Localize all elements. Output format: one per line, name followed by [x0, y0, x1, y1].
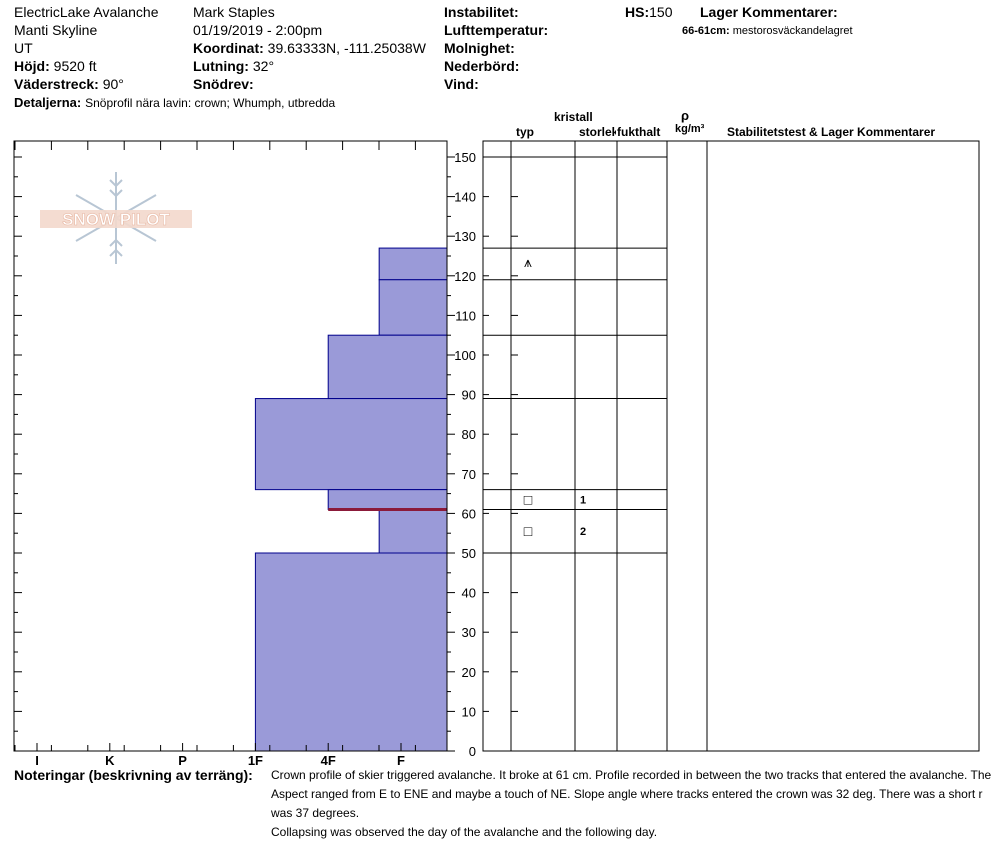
y-tick-label: 20: [462, 665, 476, 680]
hardness-plot: I K P 1F 4F F: [13, 140, 448, 768]
details: Detaljerna: Snöprofil nära lavin: crown;…: [14, 94, 335, 112]
x-tick-label: K: [105, 753, 115, 768]
precip-label: Nederbörd:: [444, 58, 520, 74]
y-tick-label: 40: [462, 586, 476, 601]
location-state: UT: [14, 40, 33, 56]
layer-table: ⩚ □ □ 1 2: [482, 140, 980, 752]
details-label: Detaljerna:: [14, 95, 82, 110]
notes-line-4: Collapsing was observed the day of the a…: [271, 825, 658, 839]
hardness-bar-4: [254, 398, 448, 491]
logo-text: SNOW PILOT: [62, 210, 170, 229]
rho-header: ρ: [681, 108, 690, 123]
x-tick-label: I: [35, 753, 39, 768]
notes-text: Crown profile of skier triggered avalanc…: [271, 766, 993, 842]
layer-comments-title: Lager Kommentarer:: [700, 4, 838, 20]
crystal-header: kristall: [554, 110, 593, 124]
wind-label: Vind:: [444, 76, 479, 92]
y-tick-label: 120: [454, 269, 476, 284]
hs: HS:150: [625, 4, 672, 21]
aspect-label: Väderstreck:: [14, 76, 99, 92]
plot-frame: [13, 140, 448, 752]
coordinates-label: Koordinat:: [193, 40, 264, 56]
hardness-bar-1: [378, 247, 448, 281]
snowpilot-logo: SNOW PILOT: [38, 170, 196, 270]
hardness-bar-7: [254, 552, 448, 752]
hardness-bar-5: [327, 489, 448, 510]
air-temp-label: Lufttemperatur:: [444, 22, 549, 38]
depth-axis: 0 10 20 30 40 50 60 70 80 90 100 110 120 130 140 150: [14, 150, 476, 759]
observer-name: Mark Staples: [193, 4, 275, 20]
elevation-value: 9520 ft: [53, 58, 97, 74]
y-tick-label: 80: [462, 427, 476, 442]
y-tick-label: 70: [462, 467, 476, 482]
layer-comment: 66-61cm: mestorosväckandelagret: [682, 23, 853, 40]
details-value: Snöprofil nära lavin: crown; Whumph, utb…: [85, 96, 336, 110]
location-range: Manti Skyline: [14, 22, 98, 38]
y-tick-label: 100: [454, 348, 476, 363]
x-tick-label: 4F: [321, 753, 336, 768]
density-unit-header: kg/m³: [675, 123, 705, 135]
hs-value: 150: [649, 4, 673, 20]
notes-line-1: Crown profile of skier triggered avalanc…: [271, 768, 992, 782]
drift-label: Snödrev:: [193, 76, 254, 92]
notes-label: Noteringar (beskrivning av terräng):: [14, 767, 253, 783]
crystal-size-label: 1: [580, 495, 586, 507]
y-tick-label: 150: [454, 150, 476, 165]
x-tick-label: 1F: [248, 753, 263, 768]
observation-datetime: 01/19/2019 - 2:00pm: [193, 22, 323, 38]
size-header: storlek: [579, 125, 616, 139]
slope: Lutning: 32°: [193, 58, 274, 75]
aspect-value: 90°: [102, 76, 124, 92]
clouds-label: Molnighet:: [444, 40, 515, 56]
crystal-symbol: □: [524, 492, 533, 508]
notes-line-3: was 37 degrees.: [271, 806, 360, 820]
y-tick-label: 60: [462, 506, 476, 521]
instability-label: Instabilitet:: [444, 4, 519, 20]
hardness-bar-6: [378, 508, 448, 554]
moisture-header: fukthalt: [617, 125, 661, 139]
type-header: typ: [516, 125, 534, 139]
snowflake-icon: SNOW PILOT: [40, 172, 192, 264]
y-tick-label: 90: [462, 388, 476, 403]
coordinates-value: 39.63333N, -111.25038W: [267, 40, 426, 56]
hardness-bar-2: [378, 279, 448, 336]
elevation-label: Höjd:: [14, 58, 50, 74]
stability-header: Stabilitetstest & Lager Kommentarer: [727, 125, 936, 139]
coordinates: Koordinat: 39.63333N, -111.25038W: [193, 40, 426, 57]
y-tick-label: 0: [469, 744, 476, 759]
y-tick-label: 140: [454, 190, 476, 205]
layer-comment-text: mestorosväckandelagret: [732, 25, 853, 37]
crystal-size-label: 2: [580, 526, 586, 538]
x-tick-label: P: [178, 753, 187, 768]
hardness-bar-3: [327, 334, 448, 400]
y-tick-label: 10: [462, 704, 476, 719]
layer-comment-range: 66-61cm:: [682, 25, 730, 37]
table-frame: [482, 140, 980, 752]
y-tick-label: 30: [462, 625, 476, 640]
hs-label: HS:: [625, 4, 650, 20]
notes-line-2: Aspect ranged from E to ENE and maybe a …: [271, 787, 983, 801]
y-tick-label: 110: [455, 308, 476, 323]
y-tick-label: 50: [462, 546, 476, 561]
crystal-symbol: □: [524, 523, 533, 539]
crystal-symbol: ⩚: [524, 254, 532, 270]
x-tick-label: F: [397, 753, 405, 768]
aspect: Väderstreck: 90°: [14, 76, 124, 93]
elevation: Höjd: 9520 ft: [14, 58, 96, 75]
location-name: ElectricLake Avalanche: [14, 4, 159, 20]
slope-label: Lutning:: [193, 58, 249, 74]
slope-value: 32°: [252, 58, 275, 74]
y-tick-label: 130: [454, 229, 476, 244]
